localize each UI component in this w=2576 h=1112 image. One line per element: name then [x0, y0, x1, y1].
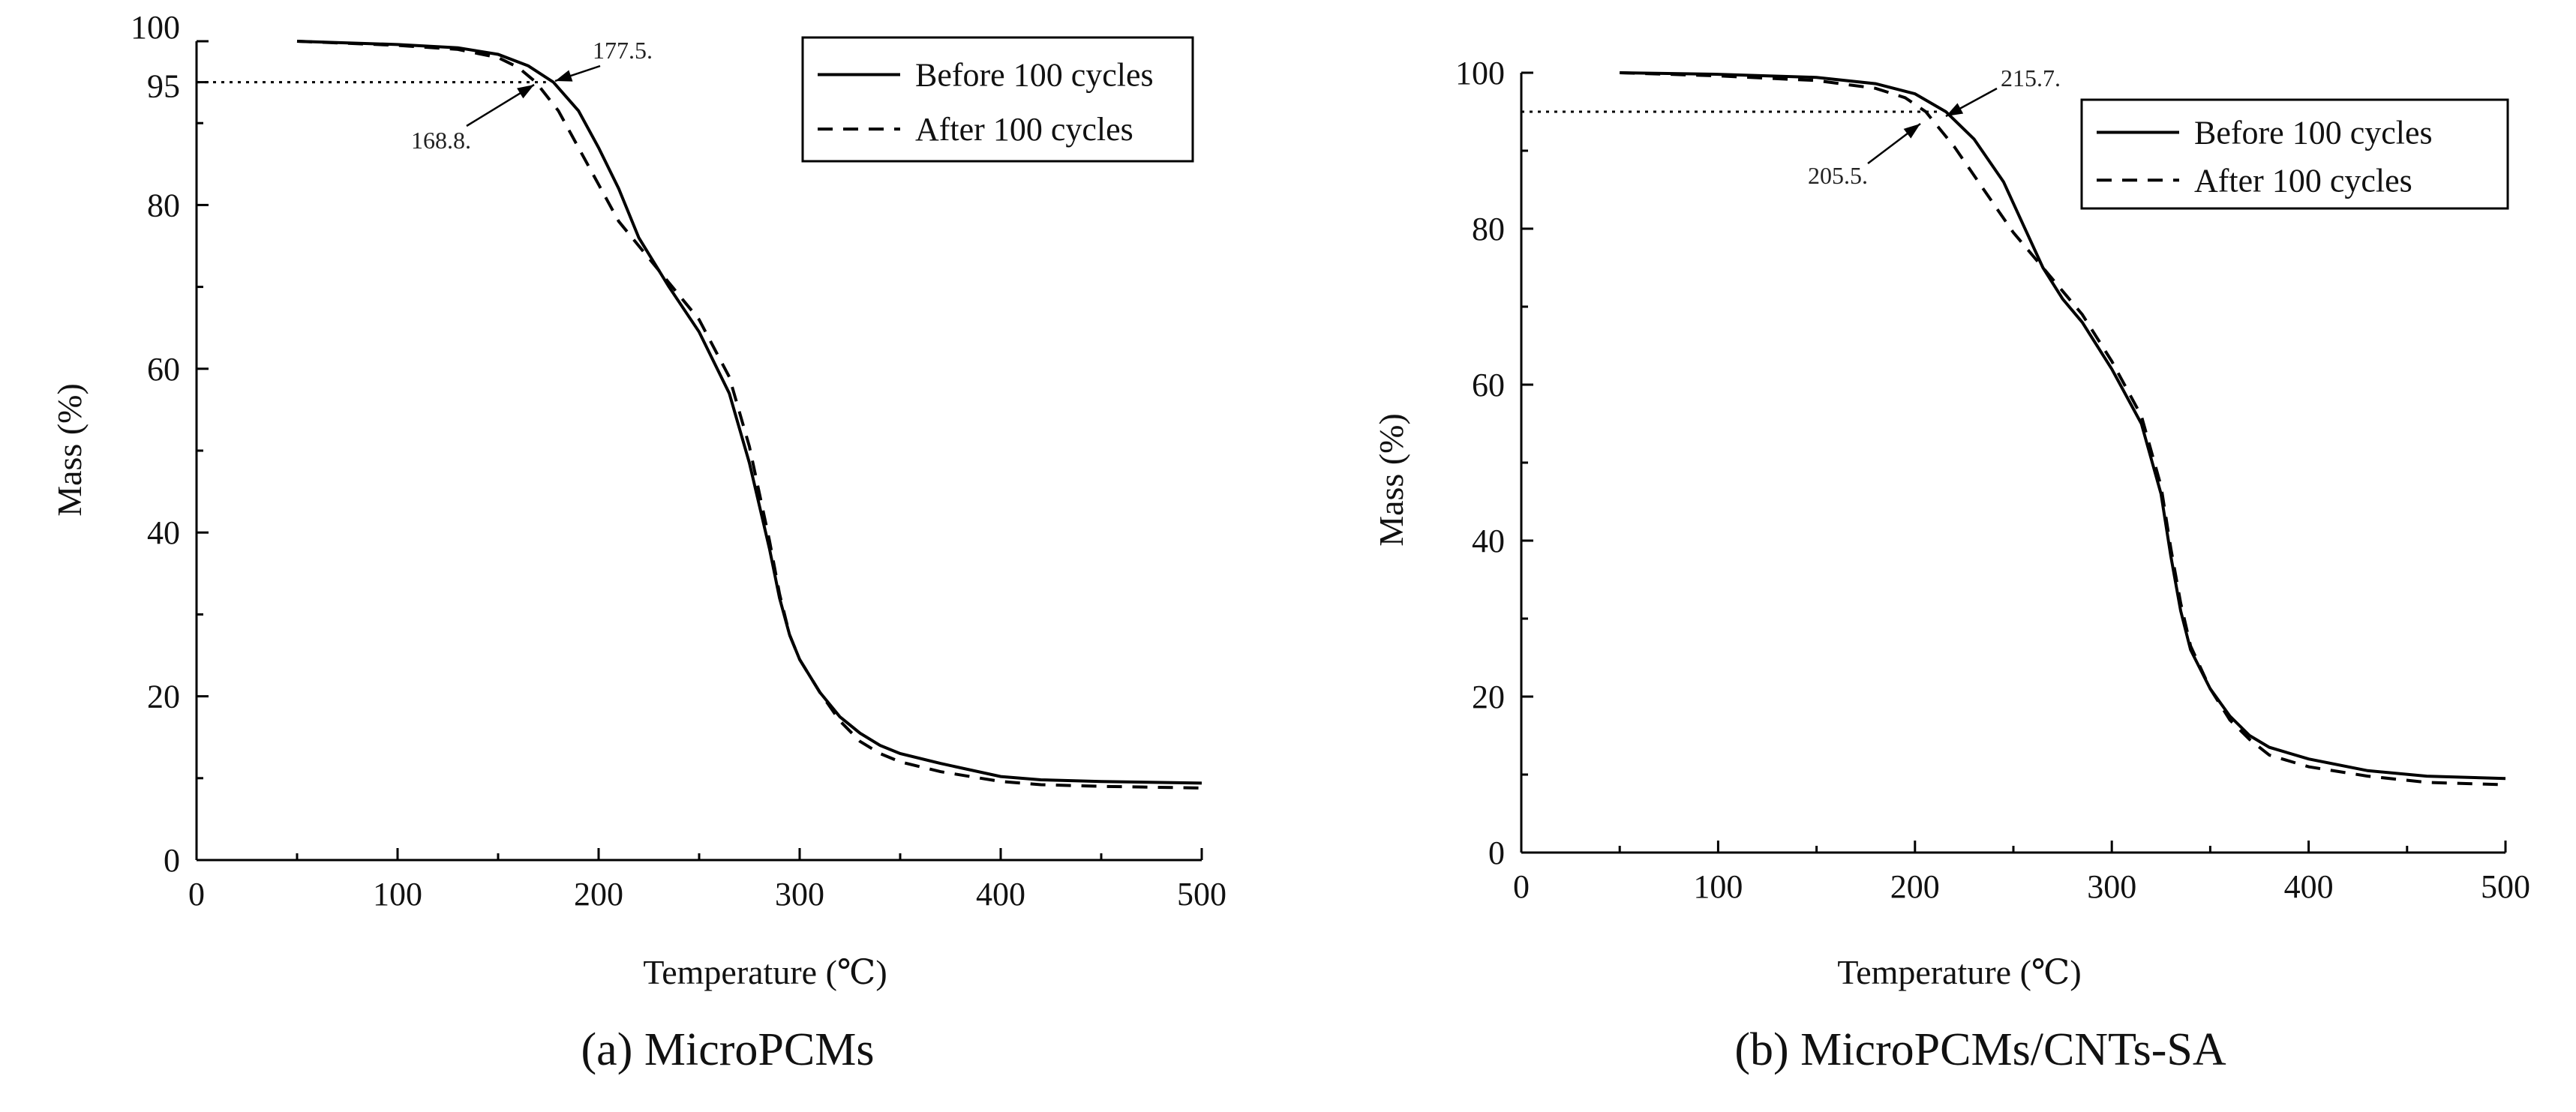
x-tick-label: 200 [574, 876, 623, 913]
y-tick-label: 0 [1488, 835, 1505, 871]
panel-caption: (a) MicroPCMs [581, 1024, 875, 1075]
x-tick-label: 100 [1693, 868, 1743, 905]
x-tick-label: 300 [775, 876, 824, 913]
after-100-cycles-line [1620, 71, 2506, 787]
annotation-label: 215.7. [2001, 64, 2061, 91]
panel-caption: (b) MicroPCMs/CNTs-SA [1734, 1024, 2226, 1075]
y-tick-label: 100 [131, 9, 180, 46]
before-100-cycles-line [296, 40, 1202, 785]
y-tick-label: 60 [1472, 367, 1505, 403]
y-tick-label: 20 [147, 679, 180, 715]
annotation-label: 205.5. [1808, 162, 1868, 189]
legend-box [2080, 98, 2509, 210]
annotation-arrow-head [1903, 124, 1920, 139]
x-tick-label: 200 [1890, 868, 1940, 905]
x-tick-label: 500 [2481, 868, 2530, 905]
annotation-label: 177.5. [593, 37, 653, 64]
annotation-arrow-head [555, 70, 573, 82]
y-tick-label: 40 [147, 514, 180, 551]
x-tick-label: 500 [1177, 876, 1226, 913]
y-tick-label: 20 [1472, 679, 1505, 715]
legend-box [801, 36, 1194, 163]
x-axis-title: Temperature (℃) [643, 953, 887, 991]
x-tick-label: 400 [2284, 868, 2334, 905]
legend-label: After 100 cycles [915, 111, 1133, 148]
annotation-arrow-head [517, 85, 534, 99]
chart-panel-b: 0 100 200 300 400 500 0 20 40 60 80 100 215.7. 205.5.… [1372, 55, 2530, 1075]
y-axis-title: Mass (%) [50, 383, 89, 517]
annotation-label: 168.8. [411, 127, 471, 154]
y-tick-label: 0 [164, 842, 180, 879]
legend: Before 100 cycles After 100 cycles [2080, 98, 2509, 210]
annotation-arrow-head [1946, 103, 1964, 116]
y-tick-label: 60 [147, 351, 180, 388]
legend-label: After 100 cycles [2194, 162, 2412, 199]
legend-label: Before 100 cycles [915, 57, 1154, 94]
y-tick-label: 80 [147, 187, 180, 223]
after-100-cycles-line [296, 40, 1202, 790]
chart-panel-a: 0 100 200 300 400 500 0 20 40 60 80 95 100 177.5. 168.… [50, 9, 1226, 1075]
x-tick-label: 100 [373, 876, 422, 913]
x-axis-title: Temperature (℃) [1837, 953, 2081, 991]
x-tick-label: 0 [188, 876, 205, 913]
y-tick-label: 80 [1472, 211, 1505, 247]
before-100-cycles-line [1620, 71, 2506, 781]
legend-label: Before 100 cycles [2194, 115, 2433, 151]
y-tick-label: 95 [147, 68, 180, 105]
legend: Before 100 cycles After 100 cycles [801, 36, 1194, 163]
x-tick-label: 400 [976, 876, 1025, 913]
y-axis-title: Mass (%) [1372, 413, 1410, 547]
y-tick-label: 100 [1455, 55, 1505, 91]
x-tick-label: 300 [2087, 868, 2136, 905]
y-tick-label: 40 [1472, 523, 1505, 559]
x-tick-label: 0 [1513, 868, 1530, 905]
